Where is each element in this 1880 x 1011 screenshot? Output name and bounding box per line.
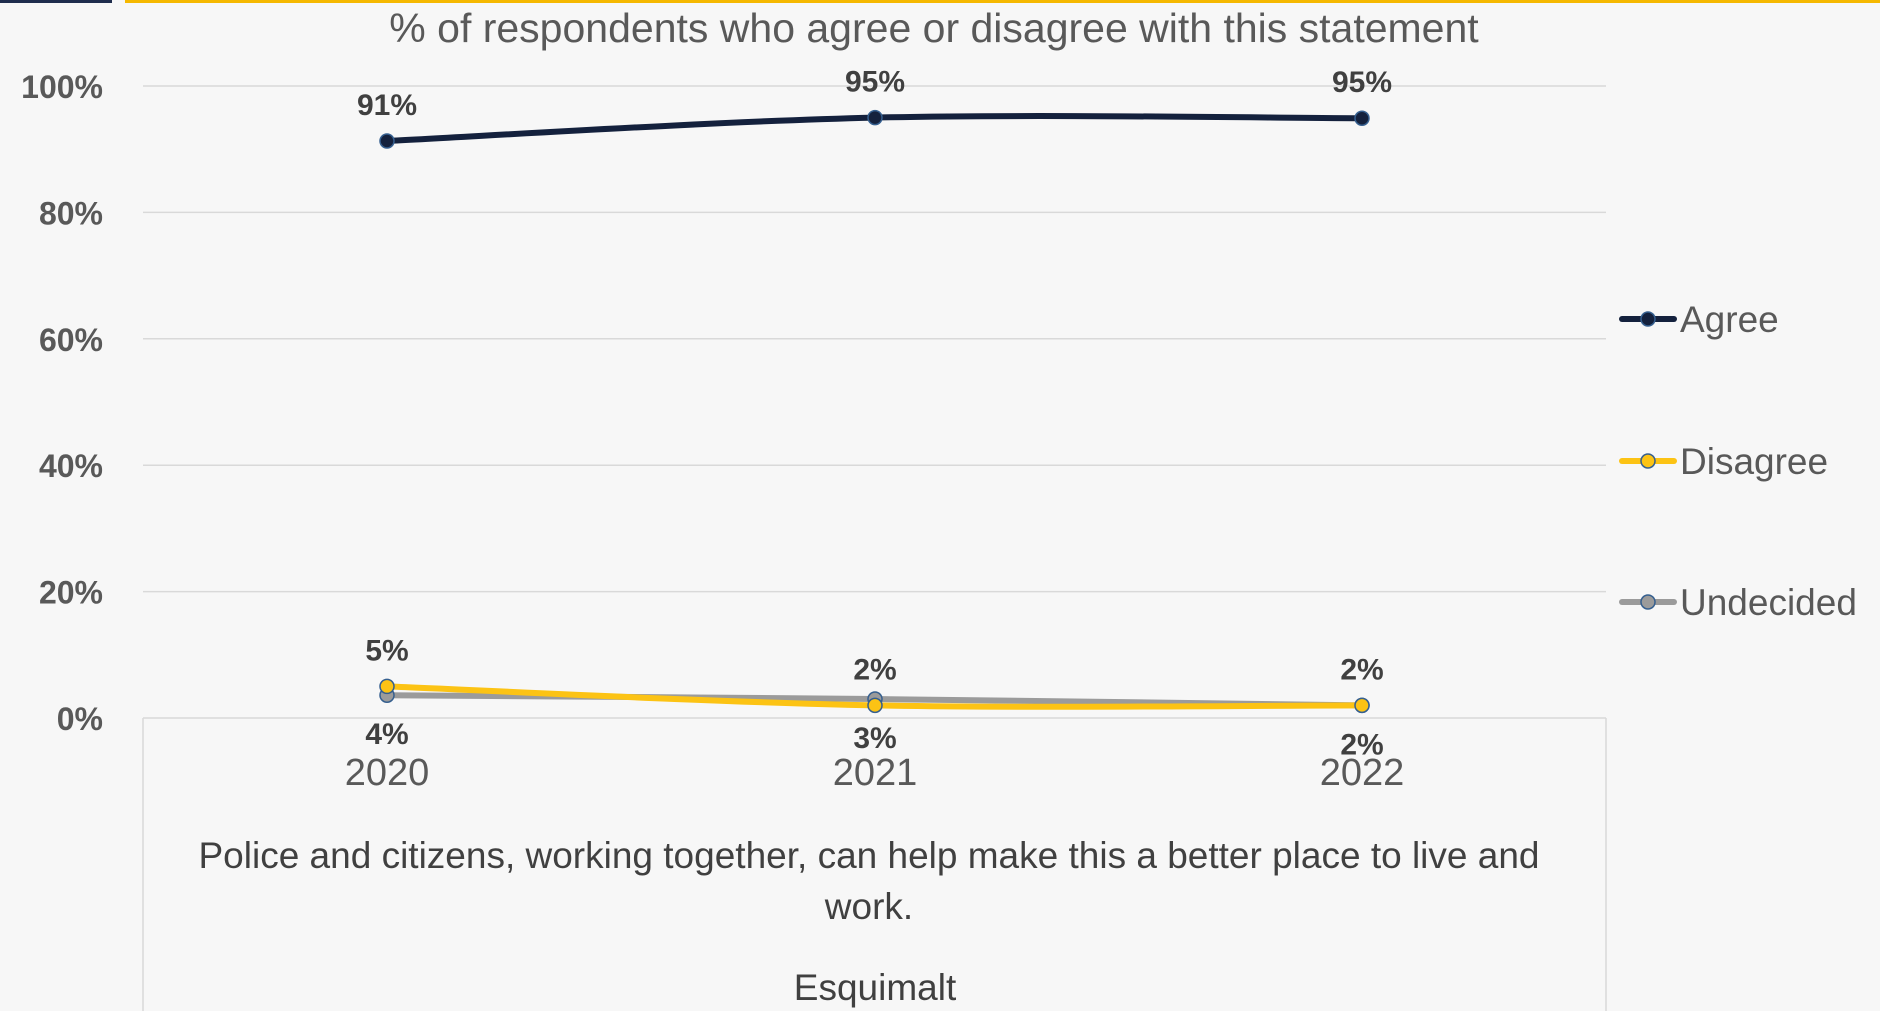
series-lines [379, 109, 1370, 714]
data-label-disagree: 2% [853, 653, 896, 686]
data-point-disagree [379, 678, 395, 695]
y-tick-label: 60% [39, 322, 103, 358]
y-tick-label: 20% [39, 575, 103, 611]
legend-marker-disagree [1640, 453, 1656, 469]
corner-dark-line [0, 0, 112, 3]
data-point-disagree [1354, 697, 1370, 714]
data-label-agree: 95% [845, 66, 905, 99]
x-tick-label: 2021 [833, 752, 918, 794]
y-tick-label: 80% [39, 195, 103, 231]
y-tick-label: 100% [21, 69, 103, 105]
data-label-agree: 91% [357, 89, 417, 122]
legend-label-agree: Agree [1680, 299, 1779, 340]
data-point-agree [867, 109, 883, 126]
title-accent-line [125, 0, 1880, 3]
data-label-undecided: 4% [365, 718, 408, 751]
data-label-disagree: 5% [365, 634, 408, 667]
x-tick-label: 2020 [345, 752, 430, 794]
category-group-label-esquimalt: Esquimalt [794, 967, 957, 1008]
gridlines [143, 85, 1606, 593]
data-label-undecided: 2% [1340, 728, 1383, 761]
data-label-agree: 95% [1332, 66, 1392, 99]
legend-label-disagree: Disagree [1680, 441, 1828, 482]
category-group-label-line-1: Police and citizens, working together, c… [199, 835, 1540, 876]
legend-label-undecided: Undecided [1680, 582, 1857, 623]
data-point-agree [1354, 110, 1370, 126]
y-axis-tick-labels: 0% 20% 40% 60% 80% 100% [21, 69, 103, 737]
chart-title: % of respondents who agree or disagree w… [389, 5, 1479, 51]
x-tick-label: 2022 [1320, 752, 1405, 794]
data-point-disagree [867, 697, 883, 714]
legend-marker-agree [1640, 311, 1656, 327]
y-tick-label: 0% [57, 701, 103, 737]
data-labels: 4% 3% 2% 5% 2% 2% 91% 95% 95% [357, 66, 1392, 762]
legend: Agree Disagree Undecided [1619, 299, 1857, 623]
data-label-disagree: 2% [1340, 653, 1383, 686]
data-point-agree [379, 133, 395, 149]
category-group-label-line-2: work. [824, 886, 913, 927]
data-label-undecided: 3% [853, 722, 896, 755]
x-axis-tick-labels: 2020 2021 2022 [345, 752, 1405, 794]
legend-marker-undecided [1640, 594, 1656, 610]
y-tick-label: 40% [39, 448, 103, 484]
category-axis-box [142, 717, 1607, 1011]
